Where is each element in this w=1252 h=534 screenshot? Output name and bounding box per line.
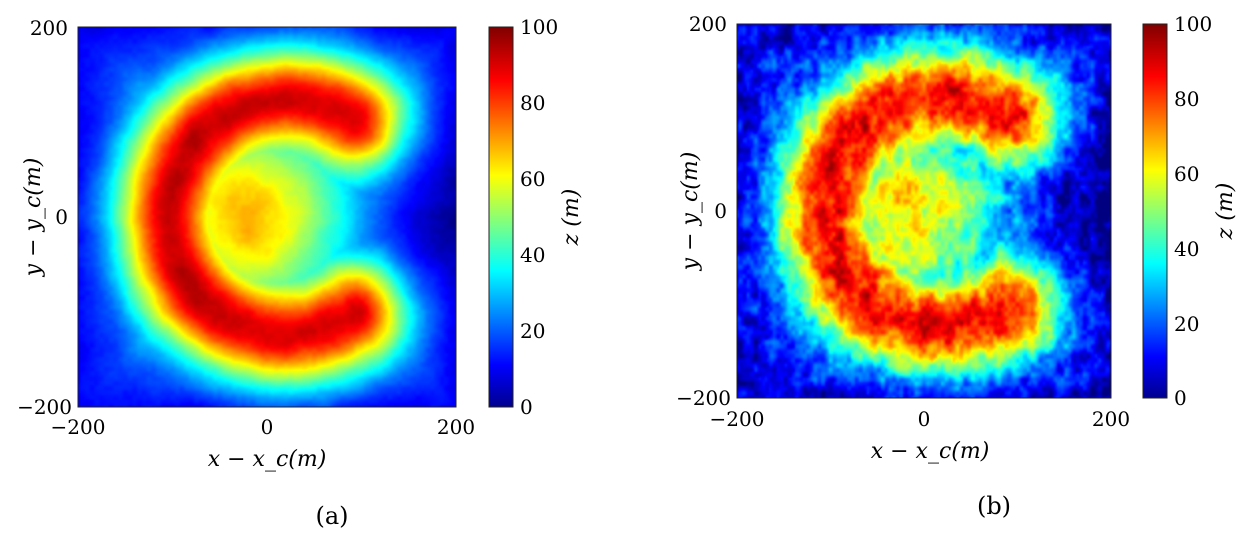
panel-a: −200 0 200 200 0 −200 x − x_c(m) y − y_c… [17,15,584,530]
colorbar-a [488,26,514,408]
colorbar-ticks-b: 100 80 60 40 20 0 [1174,12,1212,410]
colorbar-tick-label: 100 [520,15,558,39]
y-tick-label: 0 [714,199,727,223]
y-tick-label: −200 [676,386,731,410]
colorbar-tick-label: 40 [1174,237,1199,261]
heatmap-a [78,27,456,407]
panel-b: −200 0 200 200 0 −200 x − x_c(m) y − y_c… [676,12,1238,520]
colorbar-tick-label: 60 [520,167,545,191]
x-axis-label-a: x − x_c(m) [208,447,327,472]
y-axis-label-b: y − y_c(m) [678,152,703,272]
colorbar-label-b: z (m) [1213,183,1238,241]
panel-label-a: (a) [315,502,348,530]
x-tick-label: −200 [51,415,106,439]
colorbar-tick-label: 80 [520,91,545,115]
colorbar-tick-label: 20 [520,319,545,343]
colorbar-label-a: z (m) [559,189,584,247]
y-tick-label: 200 [30,16,68,40]
x-axis-label-b: x − x_c(m) [871,439,990,464]
x-tick-label: 0 [918,407,931,431]
colorbar-ticks-a: 100 80 60 40 20 0 [520,15,558,419]
x-tick-label: 200 [437,415,475,439]
colorbar-tick-label: 80 [1174,87,1199,111]
y-tick-label: 200 [689,12,727,36]
colorbar-tick-label: 0 [520,395,533,419]
x-tick-label: −200 [710,407,765,431]
x-tick-label: 200 [1092,407,1130,431]
panel-label-b: (b) [977,492,1011,520]
x-ticks-a: −200 0 200 [51,415,476,439]
y-ticks-b: 200 0 −200 [676,12,731,410]
colorbar-b [1142,23,1168,399]
colorbar-tick-label: 20 [1174,312,1199,336]
plot-frame-b [736,23,1112,399]
colorbar-tick-label: 100 [1174,12,1212,36]
colorbar-tick-label: 40 [520,243,545,267]
heatmap-b [737,24,1111,398]
y-ticks-a: 200 0 −200 [17,16,72,419]
x-tick-label: 0 [261,415,274,439]
y-tick-label: −200 [17,395,72,419]
y-tick-label: 0 [55,205,68,229]
x-ticks-b: −200 0 200 [710,407,1131,431]
colorbar-tick-label: 60 [1174,162,1199,186]
y-axis-label-a: y − y_c(m) [21,158,46,278]
plot-frame-a [77,26,457,408]
colorbar-tick-label: 0 [1174,386,1187,410]
